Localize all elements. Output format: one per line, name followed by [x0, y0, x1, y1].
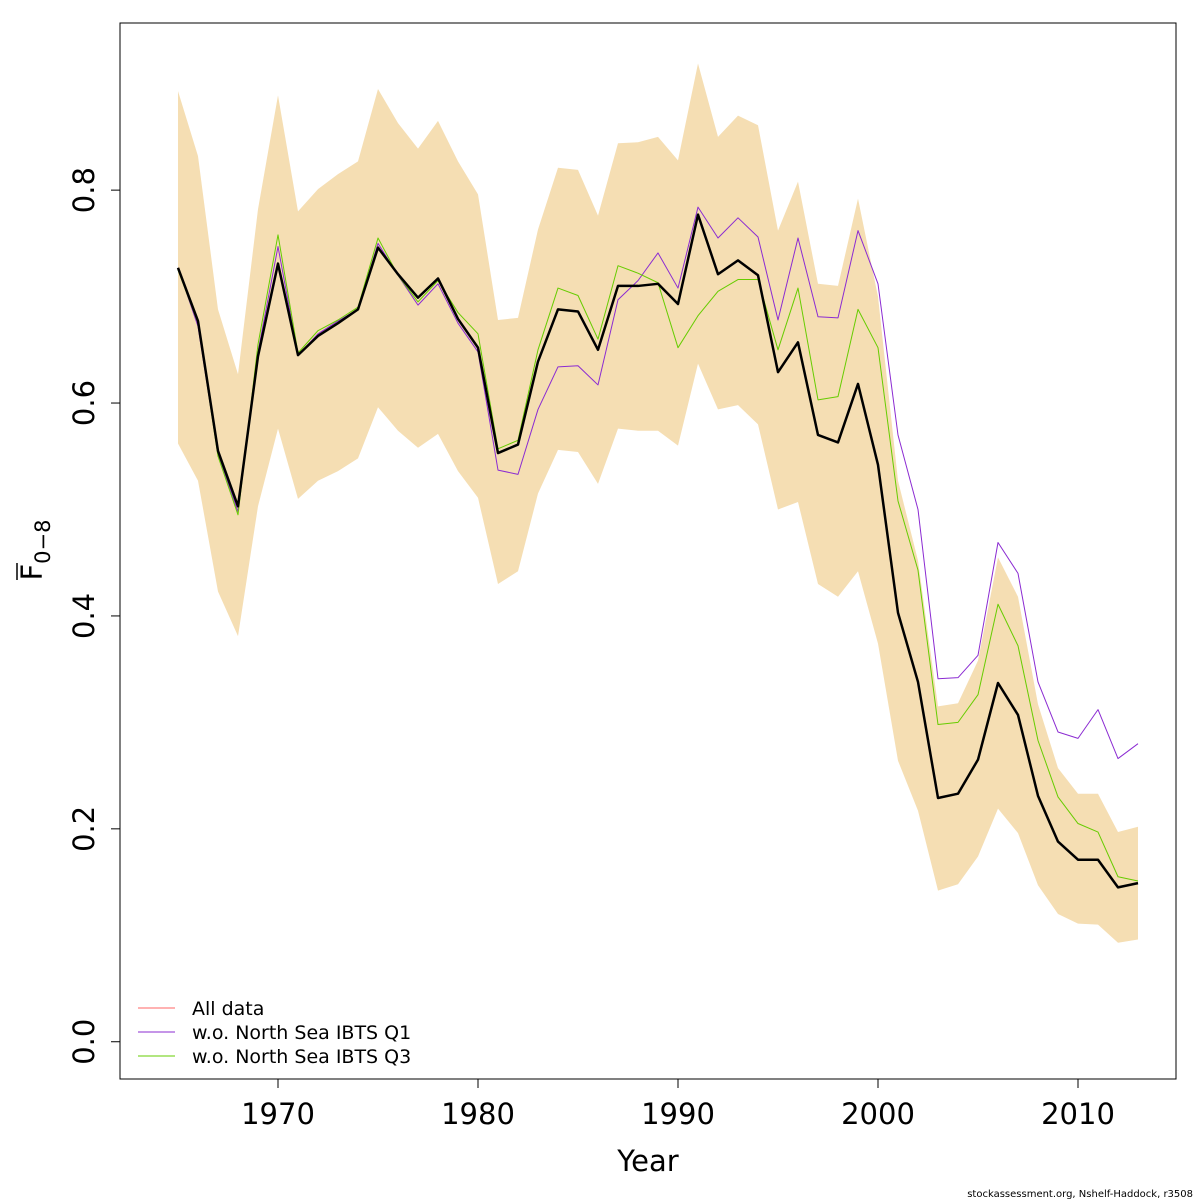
legend-label: All data — [192, 998, 264, 1020]
y-axis: 0.0 0.2 0.4 0.6 0.8 — [67, 167, 120, 1065]
x-axis: 1970 1980 1990 2000 2010 — [241, 1079, 1115, 1131]
confidence-band-layer — [178, 63, 1138, 943]
legend-label: w.o. North Sea IBTS Q1 — [192, 1022, 411, 1044]
series-line-0 — [176, 213, 1139, 889]
x-axis-label: Year — [616, 1144, 678, 1178]
y-tick-label: 0.0 — [67, 1019, 101, 1065]
y-tick-label: 0.2 — [67, 806, 101, 852]
footer-credit: stockassessment.org, Nshelf-Haddock, r35… — [967, 1189, 1193, 1200]
x-tick-label: 1980 — [441, 1097, 515, 1131]
y-axis-label-sub: 0−8 — [31, 519, 55, 563]
plot-frame — [119, 22, 1177, 1080]
y-tick-label: 0.6 — [67, 380, 101, 426]
legend-label: w.o. North Sea IBTS Q3 — [192, 1046, 411, 1068]
y-axis-label: F0−8 — [15, 519, 55, 580]
x-tick-label: 2000 — [841, 1097, 915, 1131]
x-tick-label: 2010 — [1041, 1097, 1115, 1131]
y-axis-label-main: F — [15, 564, 49, 581]
svg-text:F0−8: F0−8 — [15, 519, 55, 580]
x-tick-label: 1990 — [641, 1097, 715, 1131]
y-tick-label: 0.8 — [67, 167, 101, 213]
x-tick-label: 1970 — [241, 1097, 315, 1131]
confidence-band — [178, 63, 1138, 943]
series-line-1 — [177, 206, 1139, 760]
series-lines-layer — [176, 206, 1139, 889]
y-tick-label: 0.4 — [67, 593, 101, 639]
